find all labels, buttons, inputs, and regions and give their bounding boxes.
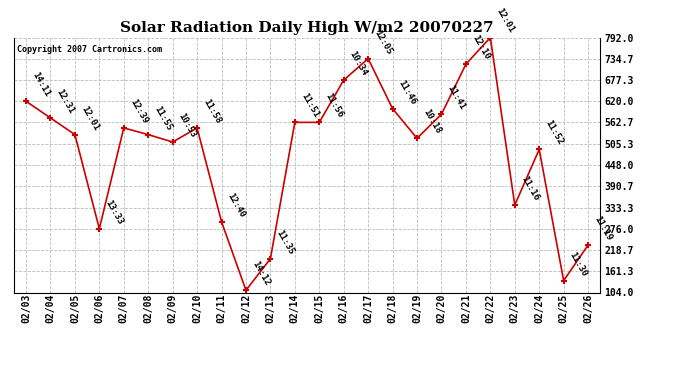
Text: 11:51: 11:51 [299, 92, 320, 120]
Text: 11:58: 11:58 [201, 98, 222, 125]
Text: 12:31: 12:31 [55, 87, 76, 115]
Text: 11:46: 11:46 [397, 78, 418, 106]
Text: 12:40: 12:40 [226, 191, 247, 219]
Text: 12:10: 12:10 [470, 34, 491, 62]
Text: 11:30: 11:30 [568, 250, 589, 278]
Text: 12:39: 12:39 [128, 98, 149, 125]
Text: 11:19: 11:19 [592, 214, 613, 242]
Text: 14:11: 14:11 [30, 71, 52, 99]
Text: 11:56: 11:56 [324, 92, 345, 120]
Text: 11:41: 11:41 [446, 84, 467, 111]
Title: Solar Radiation Daily High W/m2 20070227: Solar Radiation Daily High W/m2 20070227 [120, 21, 494, 35]
Text: 11:16: 11:16 [519, 174, 540, 202]
Text: 13:33: 13:33 [104, 198, 125, 226]
Text: 12:05: 12:05 [373, 28, 393, 56]
Text: 11:55: 11:55 [152, 104, 174, 132]
Text: 12:01: 12:01 [495, 7, 515, 35]
Text: 14:12: 14:12 [250, 260, 271, 288]
Text: 10:18: 10:18 [421, 108, 442, 135]
Text: 11:35: 11:35 [275, 228, 296, 256]
Text: 10:34: 10:34 [348, 50, 369, 77]
Text: 11:52: 11:52 [543, 119, 564, 147]
Text: Copyright 2007 Cartronics.com: Copyright 2007 Cartronics.com [17, 45, 161, 54]
Text: 10:53: 10:53 [177, 111, 198, 139]
Text: 12:01: 12:01 [79, 104, 100, 132]
